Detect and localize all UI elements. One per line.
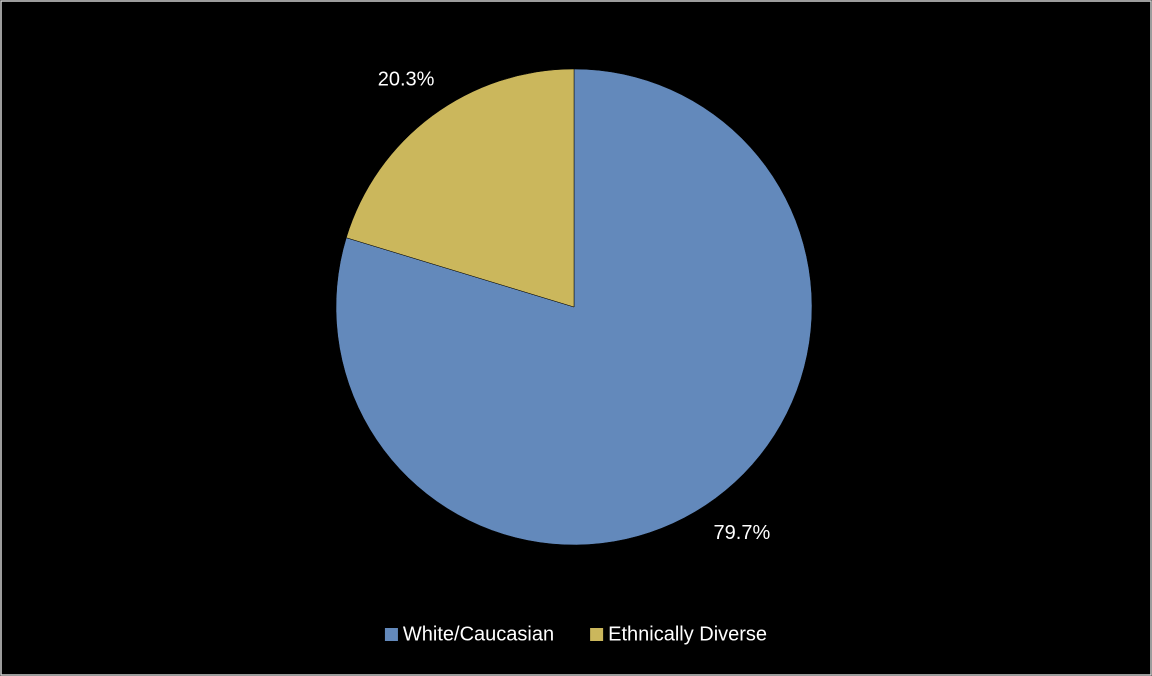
legend-swatch (384, 628, 398, 641)
data-labels: 79.7% 20.3% (378, 69, 771, 544)
legend-swatch (590, 628, 604, 641)
pie (335, 68, 813, 546)
data-label: 20.3% (378, 69, 435, 91)
legend-item: White/Caucasian (384, 623, 554, 645)
legend: White/Caucasian Ethnically Diverse (384, 623, 767, 645)
pie-slice (345, 68, 575, 308)
data-label: 79.7% (714, 522, 771, 544)
legend-label: Ethnically Diverse (608, 623, 767, 645)
legend-item: Ethnically Diverse (590, 623, 767, 645)
legend-label: White/Caucasian (403, 623, 554, 645)
